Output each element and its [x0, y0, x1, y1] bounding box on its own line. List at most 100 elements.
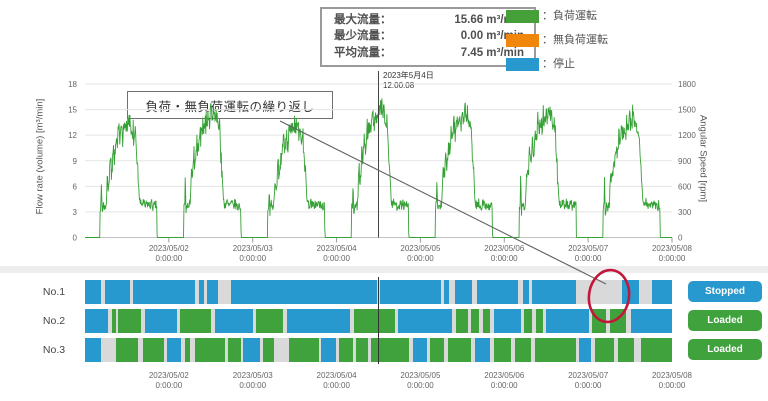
y-axis-title-right: Angular Speed [rpm] [697, 114, 709, 203]
flow-stats-box: 最大流量： 15.66 m³/min 最少流量： 0.00 m³/min 平均流… [320, 7, 536, 67]
status-segment-stopped [579, 338, 591, 362]
status-segment-loaded [180, 309, 212, 333]
status-segment-loaded [117, 309, 142, 333]
y-axis-tick-left: 18 [68, 80, 77, 89]
y-axis-tick-left: 0 [73, 234, 78, 243]
annotation-callout: 負荷・無負荷運転の繰り返し [127, 91, 333, 119]
status-segment-stopped [652, 280, 672, 304]
x-axis-date-label: 2023/05/03 [233, 244, 274, 253]
section-divider [0, 266, 768, 273]
machine-status-badge: Loaded [688, 310, 762, 331]
unloaded-swatch-icon [506, 34, 539, 47]
cursor-date: 2023年5月4日 [383, 71, 434, 80]
legend-label-unloaded: ：無負荷運転 [542, 34, 608, 46]
status-segment-loaded [641, 338, 672, 362]
status-segment-loaded [592, 309, 607, 333]
status-segment-stopped [412, 338, 427, 362]
status-segment-loaded [256, 309, 284, 333]
status-segment-stopped [477, 280, 519, 304]
timeline-date-label: 2023/05/06 [484, 371, 525, 380]
status-segment-stopped [144, 309, 177, 333]
stat-value-avg: 7.45 m³/min [460, 46, 524, 59]
stat-label-max: 最大流量： [334, 13, 392, 26]
timeline-date-label: 2023/05/02 [149, 371, 190, 380]
x-axis-date-label: 2023/05/07 [568, 244, 609, 253]
y-axis-tick-right: 0 [678, 234, 683, 243]
x-axis-date-label: 2023/05/05 [400, 244, 441, 253]
machine-label: No.1 [42, 286, 66, 298]
y-axis-tick-left: 6 [73, 182, 78, 191]
legend-item-loaded: ：負荷運転 [506, 10, 608, 23]
status-timeline-track[interactable] [85, 338, 672, 362]
status-segment-loaded [534, 338, 576, 362]
x-axis-time-label: 0:00:00 [659, 254, 686, 263]
status-segment-stopped [85, 309, 108, 333]
x-axis-date-label: 2023/05/02 [149, 244, 190, 253]
status-segment-stopped [454, 280, 473, 304]
status-segment-stopped [215, 309, 253, 333]
stat-row-avg: 平均流量： 7.45 m³/min [334, 46, 524, 60]
status-segment-loaded [535, 309, 543, 333]
cursor-time: 12:00:08 [383, 81, 415, 91]
status-segment-loaded [609, 309, 627, 333]
status-timeline-track[interactable] [85, 280, 672, 304]
status-segment-loaded [482, 309, 491, 333]
legend-item-unloaded: ：無負荷運転 [506, 34, 608, 47]
status-segment-loaded [112, 309, 116, 333]
status-segment-loaded [455, 309, 468, 333]
status-segment-stopped [546, 309, 589, 333]
status-segment-stopped [444, 280, 449, 304]
status-segment-loaded [195, 338, 225, 362]
timeline-date-label: 2023/05/04 [317, 371, 358, 380]
status-segment-stopped [167, 338, 182, 362]
status-segment-loaded [338, 338, 353, 362]
y-axis-tick-right: 900 [678, 157, 692, 166]
y-axis-tick-left: 3 [73, 208, 78, 217]
timeline-date-label: 2023/05/05 [400, 371, 441, 380]
status-segment-loaded [471, 309, 480, 333]
y-axis-tick-right: 1800 [678, 80, 696, 89]
stat-value-max: 15.66 m³/min [454, 13, 524, 26]
legend-label-loaded: ：負荷運転 [542, 10, 597, 22]
status-segment-stopped [380, 280, 441, 304]
status-segment-stopped [230, 280, 378, 304]
stopped-swatch-icon [506, 58, 539, 71]
status-segment-loaded [514, 338, 532, 362]
status-segment-stopped [104, 280, 130, 304]
status-segment-loaded [353, 309, 395, 333]
timeline-time-label: 0:00:00 [491, 381, 518, 390]
timeline-time-label: 0:00:00 [575, 381, 602, 390]
status-timeline-track[interactable] [85, 309, 672, 333]
x-axis-time-label: 0:00:00 [239, 254, 266, 263]
status-segment-loaded [493, 338, 512, 362]
status-segment-stopped [630, 309, 672, 333]
status-segment-loaded [184, 338, 191, 362]
status-segment-loaded [115, 338, 138, 362]
machine-label: No.2 [42, 315, 66, 327]
timeline-date-label: 2023/05/08 [652, 371, 693, 380]
stat-label-avg: 平均流量： [334, 46, 392, 59]
annotation-leader-line [279, 120, 607, 285]
status-segment-loaded [524, 309, 533, 333]
status-segment-loaded [356, 338, 368, 362]
y-axis-tick-left: 12 [68, 131, 77, 140]
status-segment-stopped [207, 280, 218, 304]
flow-rate-line [85, 98, 672, 238]
x-axis-time-label: 0:00:00 [407, 254, 434, 263]
status-segment-loaded [370, 338, 409, 362]
y-axis-title-left: Flow rate (volume) [m³/min] [34, 98, 46, 215]
timeline-time-label: 0:00:00 [156, 381, 183, 390]
loaded-swatch-icon [506, 10, 539, 23]
x-axis-time-label: 0:00:00 [156, 254, 183, 263]
status-segment-stopped [85, 280, 102, 304]
legend-label-stopped: ：停止 [542, 58, 575, 70]
stat-label-min: 最少流量： [334, 30, 392, 43]
status-segment-loaded [289, 338, 319, 362]
timeline-time-label: 0:00:00 [323, 381, 350, 390]
status-segment-stopped [243, 338, 260, 362]
status-segment-stopped [133, 280, 196, 304]
status-segment-stopped [474, 338, 491, 362]
legend: ：負荷運転 ：無負荷運転 ：停止 [506, 10, 608, 82]
timeline-time-label: 0:00:00 [407, 381, 434, 390]
stat-row-min: 最少流量： 0.00 m³/min [334, 31, 524, 43]
